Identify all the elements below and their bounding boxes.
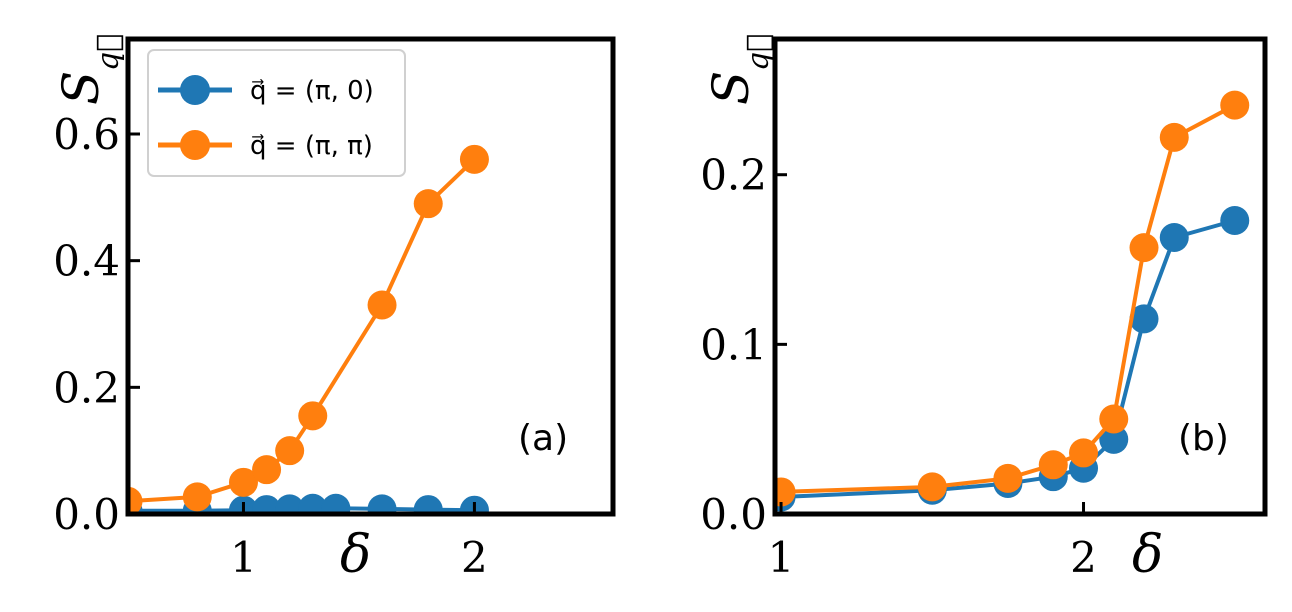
series-group-b [775,90,1250,512]
data-point-a-1-1 [182,482,212,512]
data-point-a-0-4 [275,494,305,514]
y-axis-label-sub-a: q⃗ [91,34,126,71]
data-point-b-1-5 [1099,404,1129,434]
series-group-a [128,144,489,514]
axes-frame-b [772,36,1268,517]
panel-label-a: (a) [518,418,568,459]
y-tick-label-a-2: 0.4 [53,237,120,286]
x-tick-label-b-0: 1 [768,533,795,582]
y-tick-label-b-2: 0.2 [700,151,767,200]
data-point-b-1-4 [1069,438,1099,468]
y-axis-label-main-a: S [52,71,110,105]
y-axis-label-sub-b: q⃗ [741,34,776,71]
y-axis-label-b: S q⃗ [702,34,776,105]
panel-b: (b) δ S q⃗ 1 2 0.0 0.1 0.2 [700,34,1268,585]
data-point-a-1-6 [367,290,397,320]
axes-frame-a [125,36,616,517]
data-point-a-0-5 [298,493,328,514]
data-point-b-1-0 [775,477,796,507]
data-point-b-1-3 [1038,450,1068,480]
legend-marker-1 [180,130,210,160]
data-point-b-0-7 [1159,222,1189,252]
data-point-a-1-0 [128,486,143,514]
y-tick-label-b-1: 0.1 [700,320,767,369]
data-point-a-0-6 [321,493,351,514]
y-tick-label-b-0: 0.0 [700,490,767,539]
legend-label-0: q⃗ = (π, 0) [250,76,374,106]
data-point-a-1-2 [228,467,258,497]
data-point-a-0-7 [367,494,397,514]
legend-label-1: q⃗ = (π, π) [250,131,373,161]
data-point-b-1-1 [917,472,947,502]
data-point-b-0-6 [1129,304,1159,334]
plot-area-b [775,90,1250,512]
y-axis-label-a: S q⃗ [52,34,126,105]
data-point-a-1-5 [298,401,328,431]
data-point-b-1-2 [993,463,1023,493]
data-point-b-1-7 [1159,122,1189,152]
plot-area-a [128,144,489,514]
data-point-a-0-8 [413,495,443,514]
x-tick-label-a-0: 1 [230,533,257,582]
y-tick-label-a-0: 0.0 [53,490,120,539]
panel-label-b: (b) [1178,418,1229,459]
panel-a: (a) δ S q⃗ q⃗ = (π, 0) q⃗ = (π, π) 1 2 0.0… [52,34,616,585]
series-line-b-1 [780,103,1236,494]
data-point-a-0-3 [252,495,282,514]
data-point-a-1-8 [459,144,489,174]
series-line-b-0 [780,218,1236,499]
data-point-a-1-4 [275,436,305,466]
data-point-a-1-3 [252,455,282,485]
legend-marker-0 [180,75,210,105]
y-tick-label-a-3: 0.6 [53,110,120,159]
data-point-b-1-6 [1129,233,1159,263]
x-axis-label-b: δ [1132,525,1163,585]
y-axis-label-main-b: S [702,71,760,105]
data-point-b-0-5 [1099,424,1129,454]
y-tick-label-a-1: 0.2 [53,363,120,412]
data-point-b-1-8 [1220,90,1250,120]
x-tick-label-b-1: 2 [1070,533,1097,582]
x-tick-label-a-1: 2 [461,533,488,582]
x-axis-label-a: δ [340,525,371,585]
data-point-b-0-8 [1220,206,1250,236]
legend: q⃗ = (π, 0) q⃗ = (π, π) [147,49,406,177]
data-point-a-1-7 [413,189,443,219]
